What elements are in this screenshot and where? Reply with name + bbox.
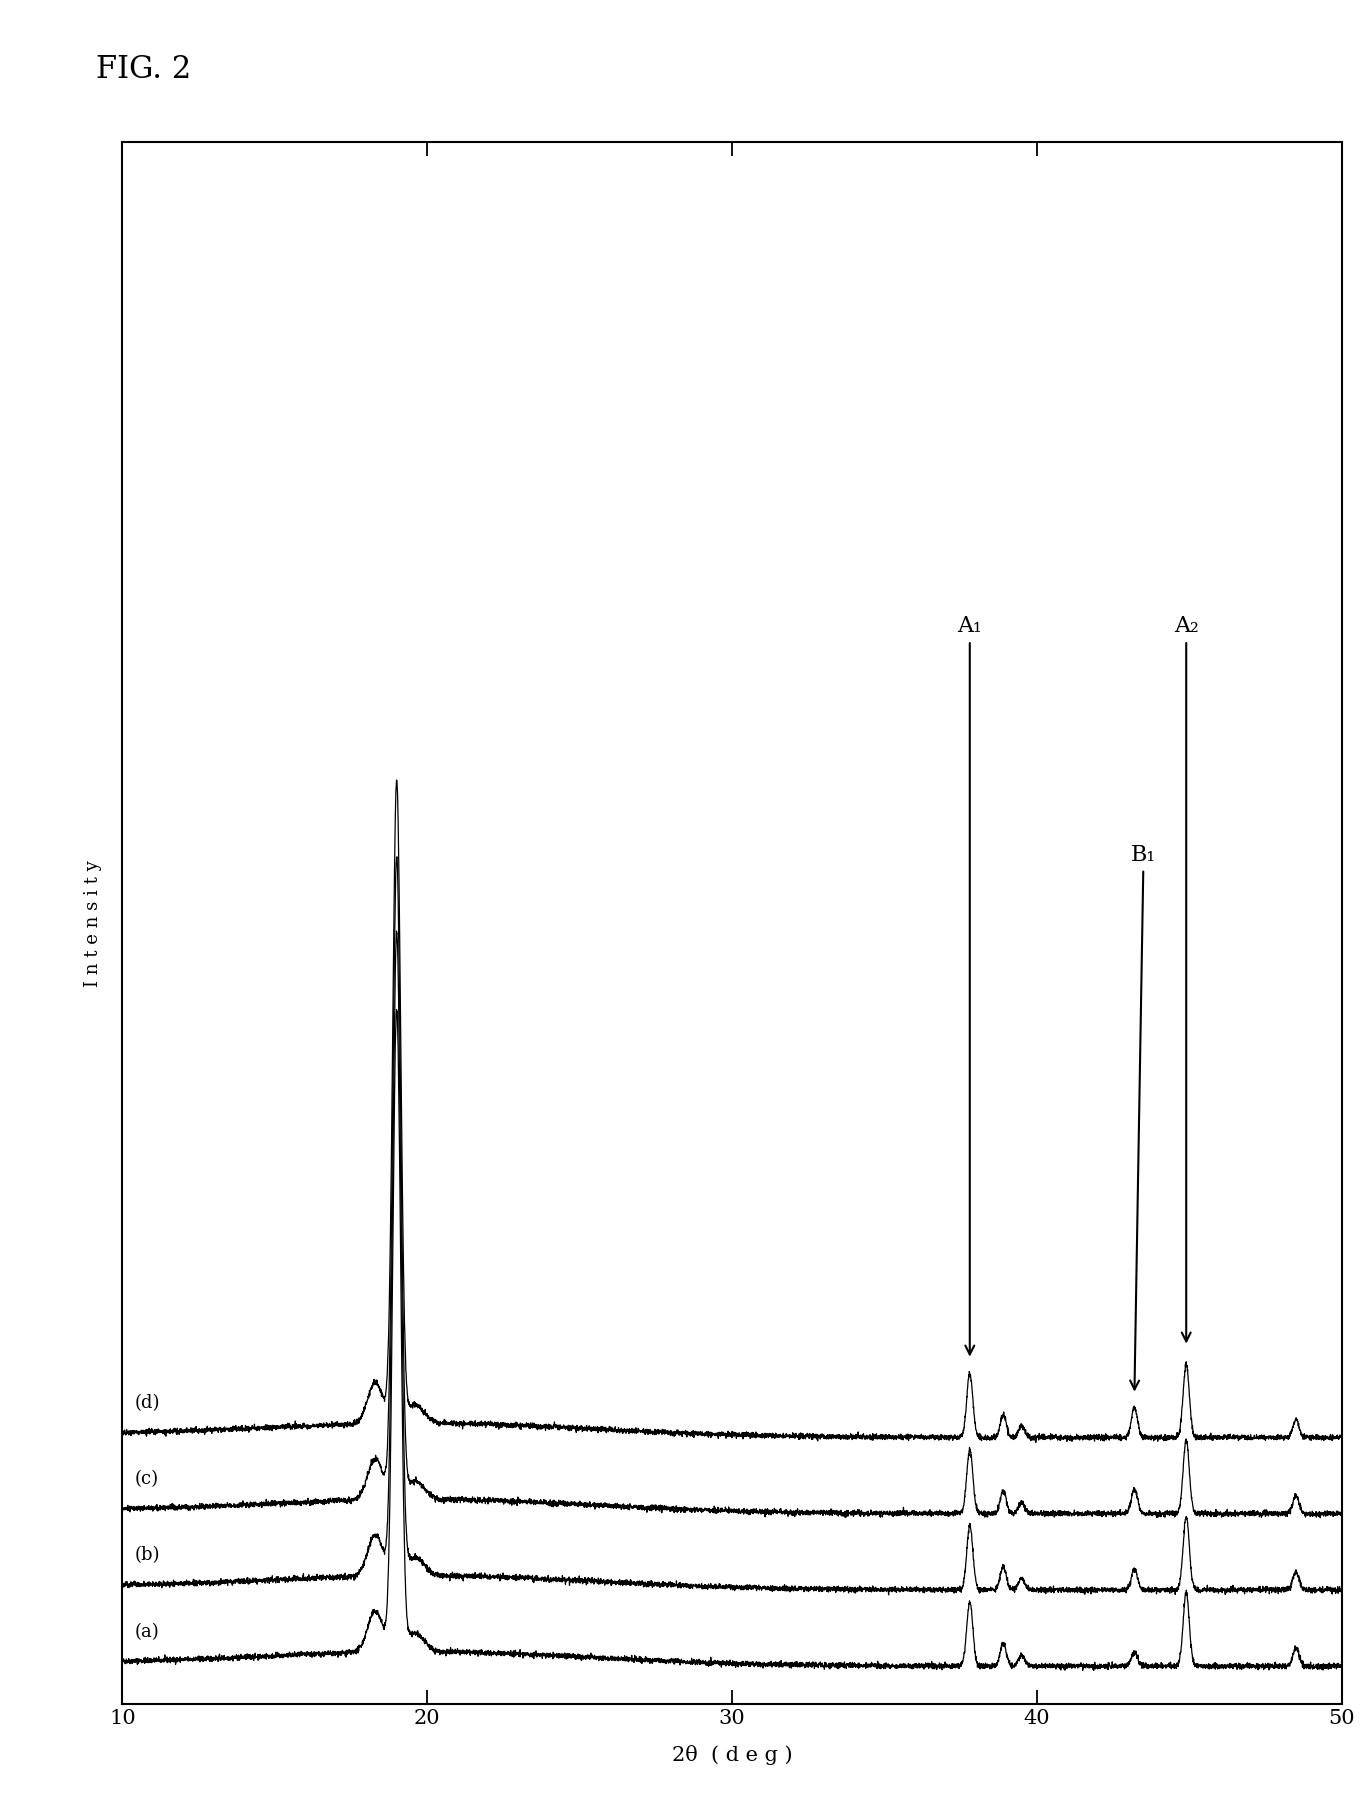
Text: A₁: A₁ [958,616,982,1355]
X-axis label: 2θ  ( d e g ): 2θ ( d e g ) [671,1745,792,1765]
Text: (c): (c) [134,1471,159,1489]
Text: (b): (b) [134,1547,160,1565]
Text: (d): (d) [134,1395,160,1413]
Text: FIG. 2: FIG. 2 [96,54,192,85]
Text: A₂: A₂ [1174,616,1199,1342]
Text: (a): (a) [134,1624,159,1642]
Y-axis label: I n t e n s i t y: I n t e n s i t y [84,859,101,986]
Text: B₁: B₁ [1130,844,1156,1389]
